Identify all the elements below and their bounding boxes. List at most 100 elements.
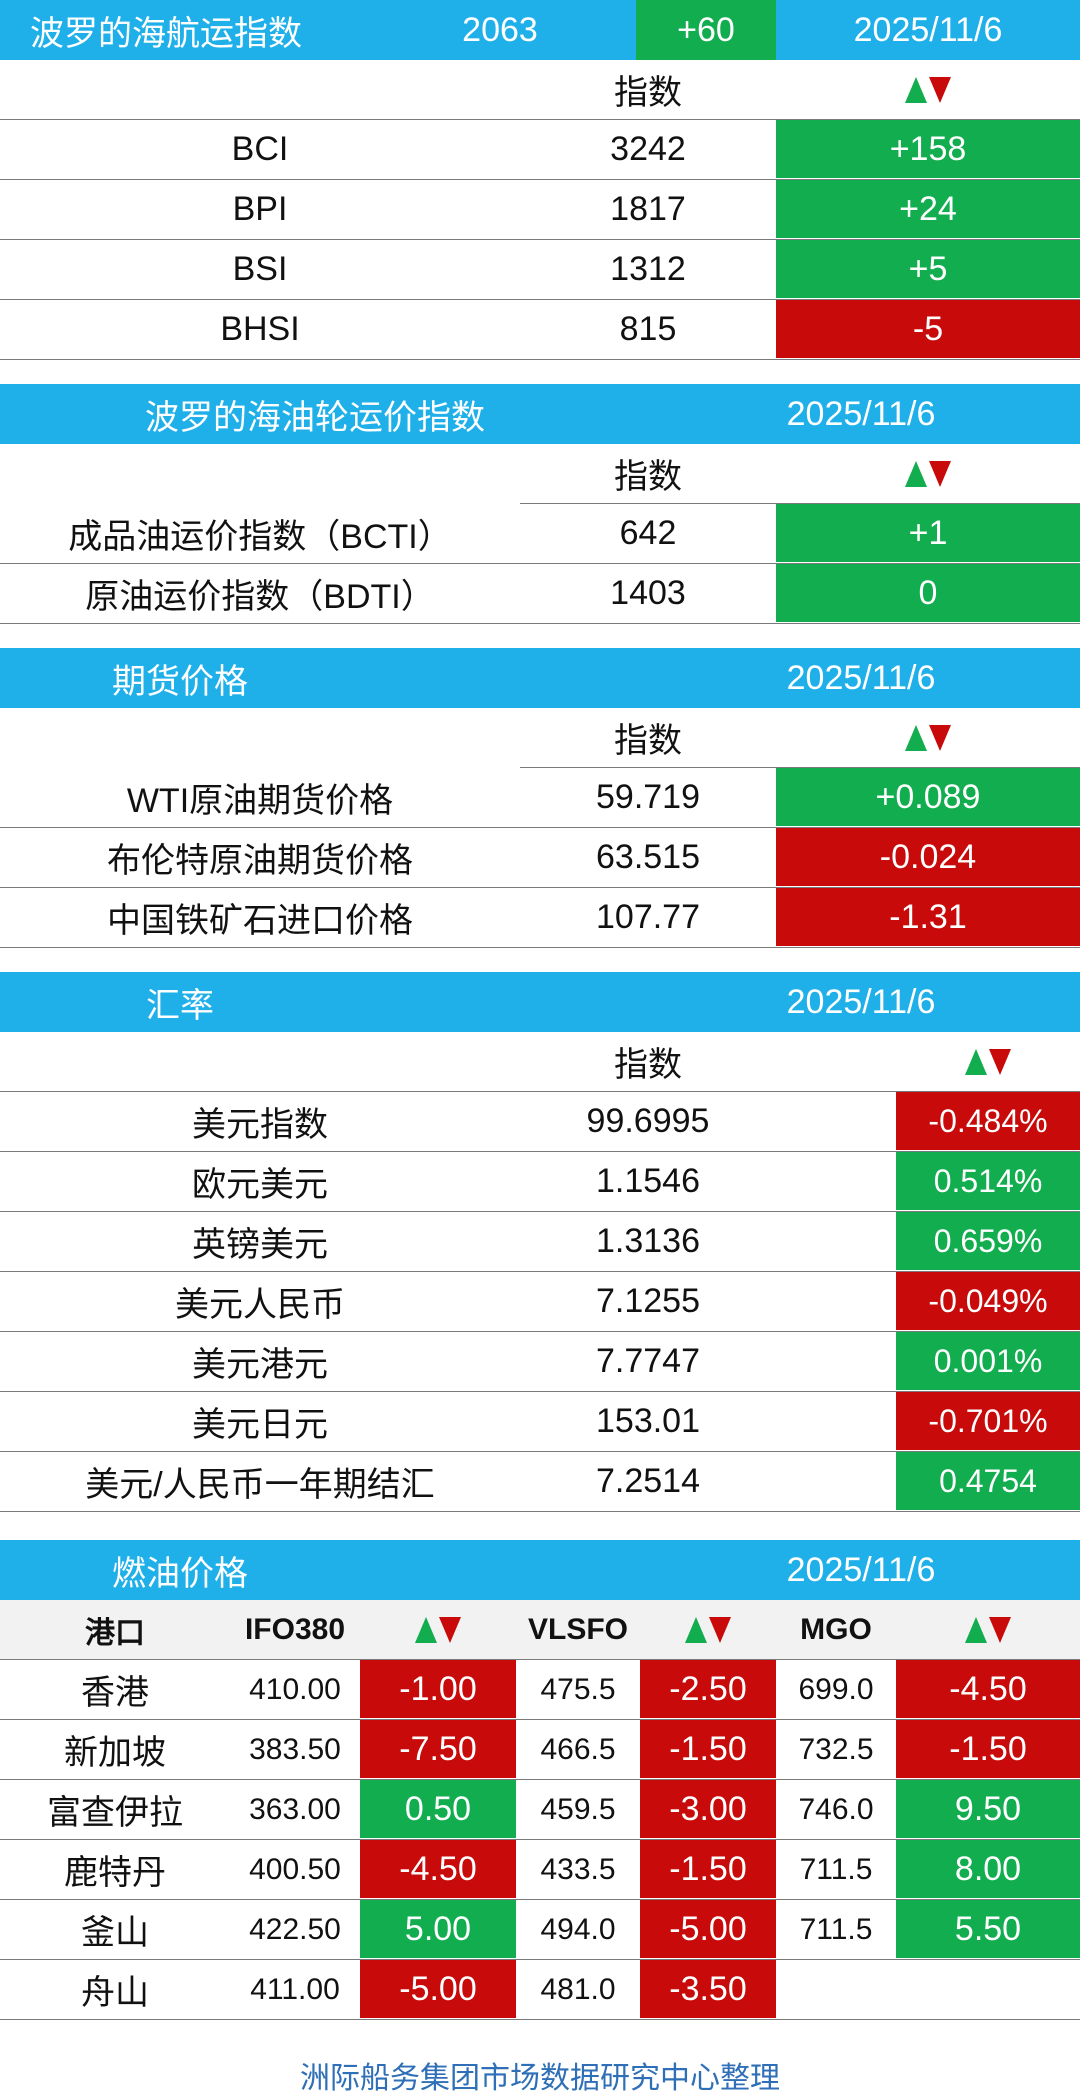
- fuel-rows: 香港 410.00 -1.00 475.5 -2.50 699.0 -4.50 新加坡 383.…: [0, 1660, 1080, 2020]
- market-data-sheet: 波罗的海航运指数 2063 +60 2025/11/6 指数 BCI 3242 +1…: [0, 0, 1080, 2020]
- row-value: 1.1546: [596, 1162, 700, 1200]
- table-row: 美元/人民币一年期结汇 7.2514 0.4754: [0, 1452, 1080, 1512]
- up-down-icon: [360, 1600, 516, 1659]
- port-name: 富查伊拉: [47, 1794, 183, 1832]
- row-value: 1312: [610, 250, 686, 288]
- ifo-price: 363.00: [249, 1792, 341, 1826]
- col-index-label: 指数: [614, 74, 682, 112]
- mgo-price: 732.5: [798, 1732, 874, 1766]
- table-row: 美元人民币 7.1255 -0.049%: [0, 1272, 1080, 1332]
- tanker-title: 波罗的海油轮运价指数: [145, 398, 485, 437]
- ifo-price: 400.50: [249, 1852, 341, 1886]
- port-name: 鹿特丹: [64, 1854, 166, 1892]
- row-name: 成品油运价指数（BCTI）: [68, 518, 452, 556]
- row-value: 815: [619, 310, 677, 348]
- port-name: 新加坡: [64, 1734, 166, 1772]
- mgo-change: -4.50: [896, 1660, 1080, 1719]
- mgo-price: [776, 1960, 896, 2019]
- ifo-price: 411.00: [250, 1972, 340, 2006]
- port-col-label: 港口: [85, 1616, 145, 1650]
- row-name: 布伦特原油期货价格: [107, 842, 413, 880]
- up-down-icon: [896, 1032, 1080, 1091]
- futures-header: 期货价格 2025/11/6: [0, 648, 1080, 708]
- ifo-change: -7.50: [360, 1720, 516, 1779]
- port-name: 香港: [81, 1674, 149, 1712]
- table-row: BCI 3242 +158: [0, 120, 1080, 180]
- table-row: 中国铁矿石进口价格 107.77 -1.31: [0, 888, 1080, 948]
- futures-date: 2025/11/6: [786, 658, 936, 697]
- ifo-col-label: IFO380: [244, 1612, 346, 1646]
- row-value: 1403: [610, 574, 686, 612]
- ifo-price: 410.00: [249, 1672, 341, 1706]
- row-name: 英镑美元: [192, 1226, 328, 1264]
- up-down-icon: [640, 1600, 776, 1659]
- vlsfo-change: -3.50: [640, 1960, 776, 2019]
- baltic-date: 2025/11/6: [853, 10, 1003, 49]
- table-row: 美元港元 7.7747 0.001%: [0, 1332, 1080, 1392]
- row-value: 107.77: [596, 898, 700, 936]
- row-name: 原油运价指数（BDTI）: [85, 578, 435, 616]
- up-down-icon: [776, 708, 1080, 768]
- row-change: +24: [776, 180, 1080, 239]
- row-name: 中国铁矿石进口价格: [107, 902, 413, 940]
- fuel-col-header: 港口 IFO380 VLSFO MGO: [0, 1600, 1080, 1660]
- vlsfo-price: 433.5: [540, 1852, 616, 1886]
- port-name: 釜山: [81, 1914, 149, 1952]
- vlsfo-change: -1.50: [640, 1720, 776, 1779]
- vlsfo-change: -1.50: [640, 1840, 776, 1899]
- mgo-col-label: MGO: [800, 1612, 872, 1646]
- up-down-icon: [776, 444, 1080, 504]
- mgo-change: 9.50: [896, 1780, 1080, 1839]
- mgo-change: 8.00: [896, 1840, 1080, 1899]
- vlsfo-price: 459.5: [540, 1792, 616, 1826]
- table-row: BHSI 815 -5: [0, 300, 1080, 360]
- ifo-change: 0.50: [360, 1780, 516, 1839]
- fuel-date: 2025/11/6: [786, 1550, 936, 1589]
- row-change: -1.31: [776, 888, 1080, 947]
- row-value: 642: [619, 514, 677, 552]
- row-change: -0.701%: [896, 1392, 1080, 1451]
- vlsfo-change: -5.00: [640, 1900, 776, 1959]
- row-change: -0.484%: [896, 1092, 1080, 1151]
- row-change: -0.049%: [896, 1272, 1080, 1331]
- row-change: +5: [776, 240, 1080, 299]
- footer-credit: 洲际船务集团市场数据研究中心整理: [300, 2061, 780, 2095]
- row-name: 美元指数: [192, 1106, 328, 1144]
- col-index-label: 指数: [614, 1046, 682, 1084]
- ifo-price: 422.50: [249, 1912, 341, 1946]
- row-name: 美元港元: [192, 1346, 328, 1384]
- baltic-title: 波罗的海航运指数: [30, 14, 302, 53]
- row-value: 1817: [610, 190, 686, 228]
- table-row: BPI 1817 +24: [0, 180, 1080, 240]
- row-value: 1.3136: [596, 1222, 700, 1260]
- vlsfo-change: -3.00: [640, 1780, 776, 1839]
- vlsfo-price: 494.0: [540, 1912, 616, 1946]
- table-row: 美元指数 99.6995 -0.484%: [0, 1092, 1080, 1152]
- port-name: 舟山: [81, 1974, 149, 2012]
- row-value: 59.719: [596, 778, 700, 816]
- baltic-col-header: 指数: [0, 60, 1080, 120]
- table-row: 欧元美元 1.1546 0.514%: [0, 1152, 1080, 1212]
- row-change: 0.001%: [896, 1332, 1080, 1391]
- mgo-change: [896, 1960, 1080, 2019]
- row-value: 7.7747: [596, 1342, 700, 1380]
- fx-header: 汇率 2025/11/6: [0, 972, 1080, 1032]
- tanker-date: 2025/11/6: [786, 394, 936, 433]
- table-row: 富查伊拉 363.00 0.50 459.5 -3.00 746.0 9.50: [0, 1780, 1080, 1840]
- row-name: BHSI: [220, 310, 300, 348]
- row-change: 0.514%: [896, 1152, 1080, 1211]
- vlsfo-price: 481.0: [540, 1972, 616, 2006]
- row-change: 0.4754: [896, 1452, 1080, 1511]
- row-value: 3242: [610, 130, 686, 168]
- row-change: +158: [776, 120, 1080, 179]
- mgo-price: 711.5: [799, 1852, 873, 1886]
- fx-title: 汇率: [146, 986, 214, 1025]
- row-name: BPI: [232, 190, 288, 228]
- up-down-icon: [896, 1600, 1080, 1659]
- row-change: 0: [776, 564, 1080, 623]
- baltic-rows: BCI 3242 +158 BPI 1817 +24 BSI 1312 +5 BHSI 815 -5: [0, 120, 1080, 360]
- futures-col-header: 指数: [0, 708, 1080, 768]
- vlsfo-price: 475.5: [540, 1672, 616, 1706]
- row-change: +0.089: [776, 768, 1080, 827]
- up-down-icon: [776, 60, 1080, 119]
